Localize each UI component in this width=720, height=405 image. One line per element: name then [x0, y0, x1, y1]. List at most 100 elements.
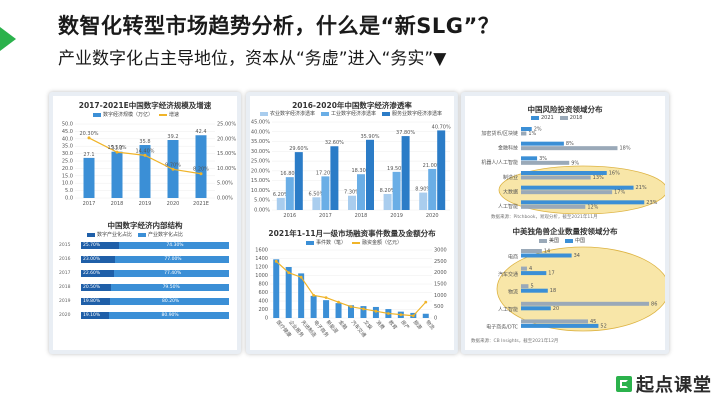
- bar-value-label: 13%: [593, 175, 604, 181]
- y-tick-label: 20.00%: [251, 168, 270, 174]
- y2-tick-label: 15.00%: [217, 151, 236, 157]
- category-label: 物流: [508, 289, 518, 296]
- bar-event-count: [285, 267, 292, 318]
- bar-event-count: [310, 295, 317, 318]
- vc-source: 数据来源：Pitchbook，易观分析，截至2021年11月: [491, 215, 598, 220]
- bar-b: [521, 204, 586, 209]
- chart-title-financing: 2021年1-11月一级市场融资事件数量及金额分布: [268, 229, 436, 238]
- y2-tick-label: 3000: [434, 248, 447, 254]
- bar-penetration: [366, 139, 374, 210]
- bar-scale: [139, 145, 151, 198]
- legend-vc: 2021 2018: [531, 115, 582, 121]
- bar-penetration: [294, 152, 303, 210]
- bar-value-label: 3%: [539, 156, 547, 162]
- panel-penetration: 2016-2020年中国数字经济渗透率 农业数字经济渗透率 工业数字经济渗透率 …: [246, 92, 458, 354]
- y-tick-label: 10.0: [62, 181, 73, 187]
- structure-year-label: 2020: [59, 313, 71, 318]
- category-label: 电商: [508, 253, 518, 260]
- bar-value-label: 12%: [587, 204, 598, 210]
- segment-industry-digital: 77.40%: [114, 270, 229, 277]
- x-tick-label: 2019: [139, 201, 152, 207]
- bar-value-label: 8.90%: [415, 187, 431, 193]
- structure-row: 20.50% 79.50%: [81, 284, 229, 291]
- y-tick-label: 1400: [255, 256, 268, 262]
- structure-year-label: 2016: [59, 257, 71, 262]
- bar-event-count: [422, 313, 429, 318]
- chart-title-vc: 中国风险投资领域分布: [527, 105, 603, 114]
- bar-a: [521, 301, 650, 306]
- bar-b: [521, 190, 613, 195]
- chart-title-unicorn: 中美独角兽企业数量按领域分布: [512, 227, 618, 236]
- bar-value-label: 8.20%: [380, 188, 396, 194]
- y-tick-label: 35.00%: [251, 139, 270, 145]
- segment-industry-digital: 77.00%: [115, 256, 229, 263]
- y-tick-label: 35.0: [62, 144, 73, 150]
- bar-value-label: 9%: [571, 160, 579, 166]
- bar-penetration: [437, 130, 446, 210]
- y-tick-label: 30.00%: [251, 149, 270, 155]
- segment-digital-industry: 20.50%: [81, 284, 112, 291]
- bar-value-label: 17%: [614, 190, 625, 196]
- growth-label: 15.50%: [107, 145, 126, 151]
- bar-a: [521, 284, 529, 289]
- y2-tick-label: 0: [434, 316, 437, 322]
- y-tick-label: 5.00%: [254, 198, 270, 204]
- structure-year-label: 2018: [59, 285, 71, 290]
- y-tick-label: 1600: [255, 248, 268, 254]
- x-tick-label: 物流: [424, 319, 436, 331]
- bar-b: [521, 253, 572, 258]
- y-tick-label: 25.00%: [251, 159, 270, 165]
- y2-tick-label: 0.00%: [217, 196, 233, 202]
- bar-penetration: [428, 168, 437, 210]
- growth-point: [115, 150, 119, 154]
- structure-row: 25.70% 74.30%: [81, 242, 229, 249]
- bar-a: [521, 249, 542, 253]
- growth-point: [87, 136, 91, 140]
- bar-penetration: [330, 146, 339, 210]
- category-label: 制造业: [503, 174, 518, 181]
- bar-value-label: 32.60%: [325, 140, 344, 146]
- amount-point: [424, 300, 428, 304]
- segment-digital-industry: 19.80%: [81, 298, 111, 305]
- y-tick-label: 600: [258, 290, 268, 296]
- y2-tick-label: 2000: [434, 270, 447, 276]
- y-tick-label: 0.00%: [254, 208, 270, 214]
- growth-label: 20.30%: [79, 131, 98, 137]
- structure-row: 19.10% 80.90%: [81, 312, 229, 319]
- amount-point: [337, 300, 340, 304]
- bar-scale: [195, 135, 207, 198]
- y-tick-label: 1200: [255, 265, 268, 271]
- structure-row: 19.80% 80.20%: [81, 298, 229, 305]
- growth-point: [171, 167, 175, 171]
- x-tick-label: 2017: [319, 213, 332, 219]
- bar-value-label: 4: [529, 266, 532, 272]
- y-tick-label: 30.0: [62, 151, 73, 157]
- x-tick-label: 房产: [399, 319, 411, 331]
- legend-scale: 数字经济规模（万亿） 增速: [93, 111, 179, 118]
- bar-value-label: 34: [574, 253, 580, 259]
- bar-value-label: 17: [548, 271, 554, 277]
- bar-value-label: 16.80%: [280, 171, 299, 177]
- bar-scale: [83, 157, 95, 198]
- segment-industry-digital: 80.90%: [109, 312, 229, 319]
- bar-b: [521, 271, 547, 276]
- bar-value-label: 21%: [636, 185, 647, 191]
- bar-penetration: [401, 136, 410, 210]
- segment-industry-digital: 79.50%: [111, 284, 229, 291]
- x-tick-label: 2019: [390, 213, 403, 219]
- panel-digital-economy: 2017-2021E中国数字经济规模及增速 数字经济规模（万亿） 增速 0.0 5…: [49, 92, 241, 354]
- x-tick-label: 文娱: [362, 319, 374, 331]
- bar-scale: [111, 151, 123, 198]
- unicorn-source: 数据来源：CB Insights，截至2021年12月: [471, 339, 559, 344]
- amount-point: [324, 296, 328, 299]
- x-tick-label: 金融: [337, 319, 349, 331]
- amount-point: [312, 293, 316, 297]
- y-tick-label: 50.0: [62, 122, 73, 128]
- y-tick-label: 45.00%: [251, 120, 270, 126]
- segment-digital-industry: 19.10%: [81, 312, 110, 319]
- bar-value-label: 14: [544, 249, 550, 255]
- y-tick-label: 800: [258, 282, 268, 288]
- legend-unicorn: 美国 中国: [539, 237, 585, 244]
- amount-point: [374, 309, 378, 313]
- bar-value-label: 35.90%: [360, 134, 379, 140]
